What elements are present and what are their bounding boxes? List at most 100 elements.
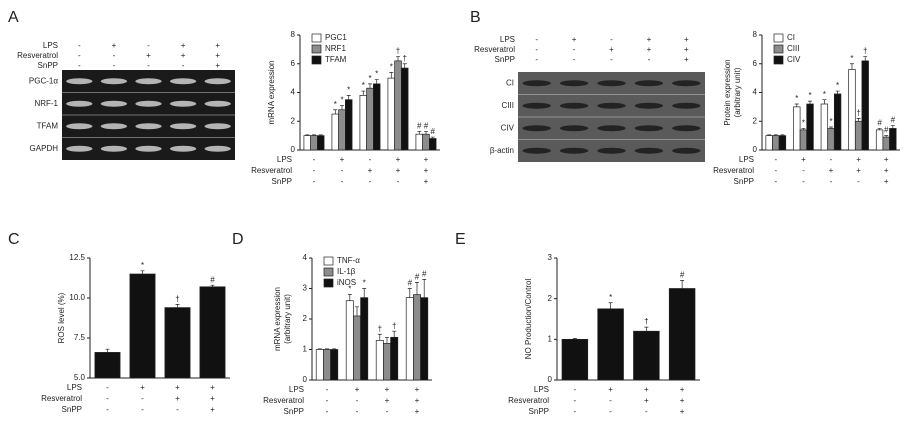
significance-marker: *: [390, 62, 393, 71]
condition-sign: +: [884, 177, 889, 186]
y-tick-label: 1: [303, 345, 308, 354]
error-bar: [680, 280, 685, 289]
condition-sign: -: [176, 405, 179, 414]
error-bar: [340, 105, 344, 110]
legend-swatch: [323, 278, 334, 288]
blot-condition-sign: -: [535, 45, 538, 54]
bar: [429, 138, 437, 151]
significance-marker: #: [415, 273, 420, 282]
condition-sign: +: [644, 385, 649, 394]
blot-condition-sign: +: [609, 45, 614, 54]
significance-marker: †: [402, 54, 406, 63]
blot-band: [169, 78, 197, 85]
condition-sign: +: [140, 383, 145, 392]
condition-sign: -: [313, 166, 316, 175]
legend-label: TNF-α: [337, 256, 360, 265]
y-tick-label: 4: [291, 88, 296, 97]
y-tick-label: 0: [291, 145, 296, 154]
blot-condition-sign: -: [147, 41, 150, 50]
condition-sign: -: [326, 396, 329, 405]
condition-sign: +: [415, 385, 420, 394]
error-bar: [317, 348, 322, 350]
blot-condition-sign: +: [684, 45, 689, 54]
bar: [338, 109, 346, 151]
bar: [827, 128, 835, 151]
error-bar: [890, 125, 895, 129]
y-tick-label: 2: [291, 116, 296, 125]
error-bar: [385, 336, 389, 344]
condition-sign: -: [574, 396, 577, 405]
blot-row-label: CI: [506, 78, 514, 87]
blot-condition-name: Resveratrol: [474, 45, 515, 54]
bar: [799, 129, 808, 151]
significance-marker: †: [644, 317, 648, 326]
blot-condition-sign: -: [610, 55, 613, 64]
y-tick-label: 6: [753, 59, 758, 68]
y-tick-label: 4: [753, 88, 758, 97]
condition-sign: +: [829, 166, 834, 175]
blot-band: [634, 147, 664, 154]
significance-marker: #: [424, 121, 429, 130]
condition-name: LPS: [534, 385, 549, 394]
condition-sign: +: [355, 385, 360, 394]
condition-sign: +: [175, 394, 180, 403]
bar: [597, 308, 624, 381]
panel-letter: B: [470, 9, 481, 26]
error-bar: [346, 95, 351, 100]
condition-sign: +: [415, 407, 420, 416]
error-bar: [332, 348, 337, 350]
blot-band: [135, 145, 162, 152]
blot-band: [204, 100, 231, 107]
significance-marker: *: [334, 100, 337, 109]
condition-sign: -: [326, 407, 329, 416]
bar: [875, 129, 884, 151]
condition-sign: +: [424, 177, 429, 186]
significance-marker: #: [680, 270, 685, 279]
error-bar: [361, 90, 366, 96]
significance-marker: *: [795, 94, 798, 103]
significance-marker: *: [348, 285, 351, 294]
bar: [633, 330, 660, 381]
error-bar: [312, 134, 316, 136]
condition-name: Resveratrol: [508, 396, 549, 405]
bar: [420, 297, 429, 381]
error-bar: [808, 100, 813, 104]
blot-condition-sign: -: [78, 61, 81, 70]
blot-condition-sign: -: [182, 61, 185, 70]
error-bar: [305, 134, 310, 136]
blot-condition-sign: +: [112, 41, 117, 50]
condition-name: LPS: [739, 155, 754, 164]
y-tick-label: 12.5: [69, 253, 85, 262]
bar: [375, 340, 384, 381]
panel-letter: A: [8, 9, 19, 26]
panel-letter: D: [232, 231, 244, 248]
error-bar: [794, 103, 799, 107]
bar: [413, 294, 421, 381]
blot-band: [100, 123, 128, 130]
blot-band: [100, 100, 128, 107]
y-label-line: mRNA expression: [267, 60, 276, 124]
condition-sign: -: [356, 407, 359, 416]
bar: [405, 297, 414, 381]
blot-condition-sign: +: [647, 45, 652, 54]
bar: [415, 133, 423, 151]
bar: [164, 307, 191, 379]
error-bar: [422, 279, 427, 298]
condition-sign: +: [680, 385, 685, 394]
legend-label: CI: [787, 33, 795, 42]
legend-label: iNOS: [337, 278, 356, 287]
significance-marker: *: [368, 74, 371, 83]
blot-band: [522, 125, 551, 132]
condition-name: Resveratrol: [41, 394, 82, 403]
blot-condition-name: SnPP: [38, 61, 58, 70]
error-bar: [415, 282, 419, 295]
condition-name: LPS: [67, 383, 82, 392]
blot-row-label: NRF-1: [34, 99, 58, 108]
legend-label: PGC1: [325, 33, 347, 42]
blot-band: [66, 145, 93, 152]
bar: [854, 120, 863, 151]
bar: [317, 135, 325, 151]
blot-band: [634, 102, 664, 109]
blot-band: [204, 145, 231, 152]
blot-condition-sign: -: [113, 51, 116, 60]
